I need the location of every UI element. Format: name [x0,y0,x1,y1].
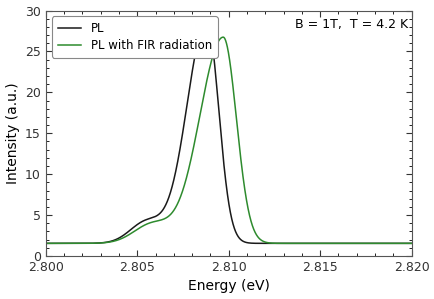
PL [62,242,67,245]
PL with FIR radiation [62,242,67,245]
PL [204,19,209,22]
PL [175,157,181,160]
X-axis label: Energy (eV): Energy (eV) [187,280,269,293]
PL [333,242,339,245]
PL [275,242,280,245]
PL with FIR radiation [314,242,319,245]
Line: PL: PL [46,21,411,243]
PL [259,242,264,245]
Y-axis label: Intensity (a.u.): Intensity (a.u.) [6,83,20,184]
PL with FIR radiation [338,242,343,245]
PL with FIR radiation [408,242,413,245]
PL [310,242,315,245]
PL with FIR radiation [220,35,225,39]
Legend: PL, PL with FIR radiation: PL, PL with FIR radiation [52,16,217,58]
PL with FIR radiation [275,242,280,245]
Text: B = 1T,  T = 4.2 K: B = 1T, T = 4.2 K [294,18,407,31]
PL [43,242,48,245]
PL with FIR radiation [333,242,339,245]
PL with FIR radiation [259,239,264,242]
Line: PL with FIR radiation: PL with FIR radiation [46,37,411,243]
PL with FIR radiation [43,242,48,245]
PL [314,242,319,245]
PL with FIR radiation [175,200,181,204]
PL [408,242,413,245]
